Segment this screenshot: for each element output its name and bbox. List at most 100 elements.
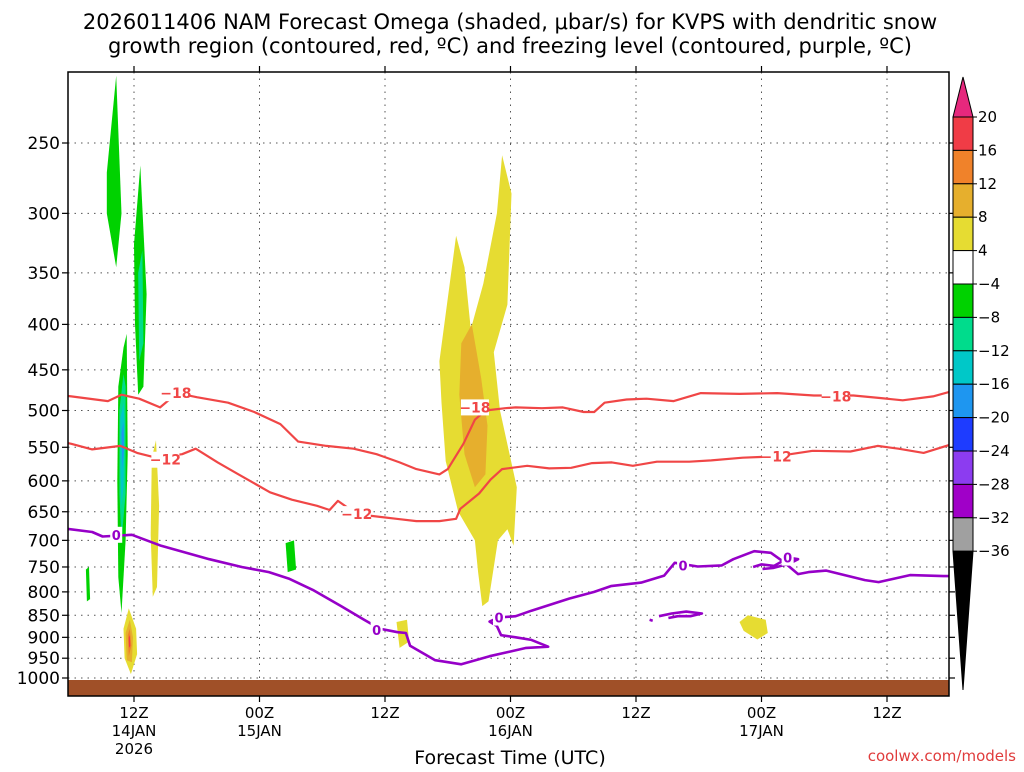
y-tick-label-950: 950 (28, 649, 60, 669)
y-tick-label-1000: 1000 (17, 669, 60, 689)
y-tick-label-750: 750 (28, 558, 60, 578)
contour-minus18-label-0: −18 (160, 386, 191, 402)
x-tick-label-66-1: 17JAN (739, 722, 784, 740)
colorbar-bin-5 (952, 283, 974, 318)
freezing-level-label-2: 0 (494, 612, 503, 627)
colorbar-bin-12 (952, 517, 974, 552)
contour-minus12-label-0: −12 (150, 453, 181, 469)
contour-minus18-label-bg-1 (460, 399, 489, 416)
colorbar-bin-10 (952, 450, 974, 485)
x-tick-label-66-0: 00Z (747, 704, 776, 722)
chart-title-line2: growth region (contoured, red, ºC) and f… (108, 34, 912, 58)
freezing-level-label-bg-1 (370, 621, 383, 638)
y-tick-label-400: 400 (28, 315, 60, 335)
y-axis: 2503003504004505005506006507007508008509… (17, 134, 955, 689)
colorbar-label-1: 16 (978, 141, 997, 159)
colorbar-bin-1 (952, 149, 974, 185)
colorbar-label-6: −8 (978, 308, 1000, 326)
contour-minus12-label-bg-1 (342, 506, 371, 523)
plot-area: −18 −18 −18 −12 −12 −12 0 0 0 0 0 (67, 71, 950, 697)
x-tick-label-30-0: 12Z (370, 704, 399, 722)
freezing-level-label-bg-2 (492, 609, 505, 626)
contour-minus12-label-bg-0 (151, 451, 180, 468)
contour-minus12 (68, 441, 949, 523)
x-tick-label-6-2: 2026 (115, 740, 153, 758)
colorbar-label-9: −20 (978, 409, 1010, 427)
omega-ascent-column-14jan-upper (106, 75, 122, 268)
x-tick-label-18-0: 00Z (245, 704, 274, 722)
colorbar-label-5: −4 (978, 275, 1000, 293)
colorbar-bin-3 (952, 216, 974, 252)
colorbar-label-4: 4 (978, 242, 988, 260)
y-tick-label-300: 300 (28, 204, 60, 224)
x-tick-label-6-0: 12Z (119, 704, 148, 722)
colorbar-label-13: −36 (978, 542, 1010, 560)
y-tick-label-450: 450 (28, 361, 60, 381)
contour-minus18-label-bg-2 (821, 388, 850, 405)
x-tick-label-42-1: 16JAN (488, 722, 533, 740)
colorbar-label-0: 20 (978, 108, 997, 126)
colorbar-bin-4 (952, 250, 974, 285)
colorbar-label-8: −16 (978, 375, 1010, 393)
y-tick-label-850: 850 (28, 606, 60, 626)
contour-minus12-label-1: −12 (341, 507, 372, 523)
x-tick-label-78-0: 12Z (872, 704, 901, 722)
omega-ascent-column-14jan-lower-max (121, 421, 125, 468)
y-tick-label-350: 350 (28, 264, 60, 284)
freezing-level-label-0: 0 (112, 529, 121, 544)
colorbar-bin-11 (952, 483, 974, 519)
y-tick-label-800: 800 (28, 583, 60, 603)
y-tick-label-600: 600 (28, 472, 60, 492)
freezing-level-label-bg-4 (781, 549, 794, 566)
colorbar-bin-0 (952, 116, 974, 151)
contour-minus18-label-bg-0 (161, 385, 190, 402)
x-tick-label-6-1: 14JAN (112, 722, 157, 740)
omega-ascent-column-14jan-upper-core (138, 250, 144, 362)
colorbar-label-7: −12 (978, 342, 1010, 360)
colorbar-bottom-triangle (952, 550, 974, 691)
freezing-level-label-bg-0 (110, 526, 123, 543)
omega-subsidence-blob-16jan (739, 615, 768, 640)
colorbar-label-10: −24 (978, 442, 1010, 460)
colorbar-label-12: −32 (978, 509, 1010, 527)
colorbar-label-3: 8 (978, 208, 988, 226)
contour-minus12-label-bg-2 (762, 448, 791, 465)
colorbar: 20 16 12 8 4 −4 −8 −12 −16 −20 −24 −28 −32 −36 (952, 76, 1010, 691)
x-tick-label-42-0: 00Z (496, 704, 525, 722)
plot-frame (67, 71, 950, 697)
x-tick-label-18-1: 15JAN (237, 722, 282, 740)
colorbar-label-11: −28 (978, 475, 1010, 493)
y-tick-label-900: 900 (28, 628, 60, 648)
omega-ascent-blob-14jan-low (85, 567, 91, 602)
freezing-level-segment-1 (649, 618, 654, 622)
x-tick-label-54-0: 12Z (621, 704, 650, 722)
omega-ascent-blob-15jan (285, 540, 297, 573)
ground-band (68, 680, 949, 696)
contour-minus12-label-2: −12 (761, 449, 792, 465)
y-tick-label-650: 650 (28, 503, 60, 523)
freezing-level-label-3: 0 (679, 559, 688, 574)
colorbar-top-triangle (952, 76, 974, 118)
contour-minus18-label-2: −18 (820, 389, 851, 405)
colorbar-bin-2 (952, 183, 974, 218)
y-tick-label-700: 700 (28, 531, 60, 551)
y-tick-label-550: 550 (28, 438, 60, 458)
colorbar-label-2: 12 (978, 175, 997, 193)
colorbar-bin-8 (952, 383, 974, 419)
freezing-level-label-1: 0 (372, 624, 381, 639)
freezing-level-label-4: 0 (783, 552, 792, 567)
freezing-level-label-bg-3 (677, 557, 690, 574)
colorbar-bin-7 (952, 350, 974, 385)
x-axis-label: Forecast Time (UTC) (414, 747, 605, 768)
omega-subsidence-strip-14jan (150, 440, 160, 597)
plot-inner: −18 −18 −18 −12 −12 −12 0 0 0 0 0 (68, 72, 949, 696)
freezing-level-segment-0 (658, 610, 704, 620)
colorbar-bin-9 (952, 417, 974, 452)
credit-text: coolwx.com/models (868, 747, 1016, 765)
y-tick-label-250: 250 (28, 134, 60, 154)
y-tick-label-500: 500 (28, 402, 60, 422)
chart-title-line1: 2026011406 NAM Forecast Omega (shaded, μ… (83, 10, 937, 34)
